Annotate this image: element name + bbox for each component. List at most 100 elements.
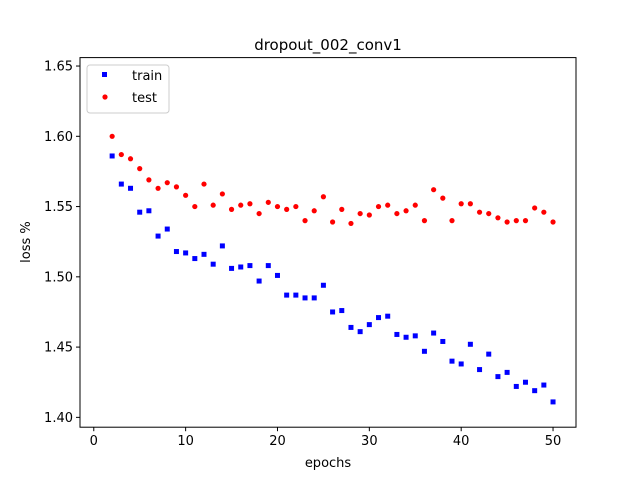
train-point	[403, 334, 409, 340]
train-point	[522, 379, 528, 385]
train-point	[302, 295, 308, 301]
train-point	[357, 329, 363, 335]
test-point	[385, 202, 391, 208]
train-point	[128, 185, 134, 191]
test-point	[192, 203, 198, 210]
x-tick-label: 40	[453, 434, 470, 449]
test-point	[449, 218, 455, 224]
y-tick-label: 1.45	[44, 341, 73, 356]
test-point	[210, 202, 216, 208]
test-point	[320, 194, 327, 200]
legend-box	[86, 64, 170, 114]
test-point	[467, 201, 473, 207]
train-point	[541, 382, 547, 388]
train-point	[183, 250, 189, 256]
x-tick-label: 50	[545, 434, 562, 449]
train-point	[449, 358, 455, 364]
train-point	[229, 265, 235, 271]
test-point	[274, 203, 281, 210]
train-point	[440, 338, 446, 344]
train-point	[330, 309, 336, 315]
legend-test-marker	[102, 94, 108, 100]
test-point	[228, 206, 235, 212]
train-point	[495, 374, 501, 380]
train-point	[320, 282, 326, 288]
x-axis: 0 10 20 30 40 50	[90, 427, 562, 449]
series-layer	[109, 133, 556, 405]
y-tick-label: 1.50	[44, 270, 73, 285]
test-point	[394, 210, 400, 217]
y-axis-label: loss %	[19, 221, 34, 263]
test-point	[109, 133, 115, 139]
test-point	[366, 212, 372, 218]
train-point	[513, 383, 519, 389]
test-point	[532, 205, 538, 211]
test-point	[348, 220, 354, 227]
x-axis-label: epochs	[305, 456, 352, 471]
series-test	[109, 133, 556, 227]
test-point	[440, 195, 446, 201]
test-point	[375, 203, 382, 210]
test-point	[146, 177, 152, 183]
train-point	[458, 361, 464, 367]
train-point	[532, 388, 538, 394]
x-tick-label: 30	[361, 434, 378, 449]
train-point	[348, 324, 354, 330]
test-point	[421, 218, 428, 224]
train-point	[118, 181, 124, 187]
test-point	[302, 218, 308, 224]
test-point	[155, 185, 161, 191]
x-tick-label: 20	[269, 434, 286, 449]
test-point	[495, 215, 501, 221]
test-point	[118, 151, 124, 158]
y-tick-label: 1.40	[44, 411, 73, 426]
test-point	[403, 208, 409, 214]
train-point	[339, 308, 345, 314]
train-point	[477, 367, 483, 373]
train-point	[137, 209, 143, 215]
test-point	[127, 156, 134, 162]
test-point	[329, 219, 336, 225]
test-point	[339, 206, 345, 212]
train-point	[366, 322, 372, 328]
train-point	[201, 251, 207, 257]
test-point	[550, 219, 556, 225]
y-axis: 1.40 1.45 1.50 1.55 1.60 1.65	[44, 60, 80, 426]
test-point	[513, 218, 519, 224]
train-point	[265, 263, 271, 269]
train-point	[467, 341, 473, 347]
test-point	[284, 206, 290, 212]
chart-title: dropout_002_conv1	[254, 36, 402, 55]
test-point	[412, 202, 418, 208]
legend-train-label: train	[132, 69, 162, 84]
test-point	[522, 218, 529, 224]
y-tick-label: 1.55	[44, 200, 73, 215]
legend: train test	[86, 64, 170, 114]
train-point	[155, 233, 161, 239]
test-point	[173, 184, 180, 190]
test-point	[504, 219, 510, 225]
train-point	[293, 292, 299, 298]
test-point	[357, 210, 363, 217]
train-point	[421, 348, 427, 354]
test-point	[201, 181, 207, 187]
train-point	[219, 243, 225, 249]
y-tick-label: 1.60	[44, 130, 73, 145]
test-point	[256, 210, 262, 217]
train-point	[146, 208, 152, 214]
train-point	[210, 261, 216, 267]
train-point	[550, 399, 556, 405]
train-point	[504, 369, 510, 375]
test-point	[311, 208, 317, 214]
train-point	[173, 249, 179, 255]
train-point	[109, 153, 115, 159]
train-point	[431, 330, 437, 336]
test-point	[476, 209, 483, 215]
train-point	[274, 272, 280, 278]
train-point	[412, 333, 418, 339]
test-point	[238, 202, 244, 208]
x-tick-label: 10	[177, 434, 194, 449]
test-point	[541, 209, 547, 215]
test-point	[265, 199, 271, 205]
